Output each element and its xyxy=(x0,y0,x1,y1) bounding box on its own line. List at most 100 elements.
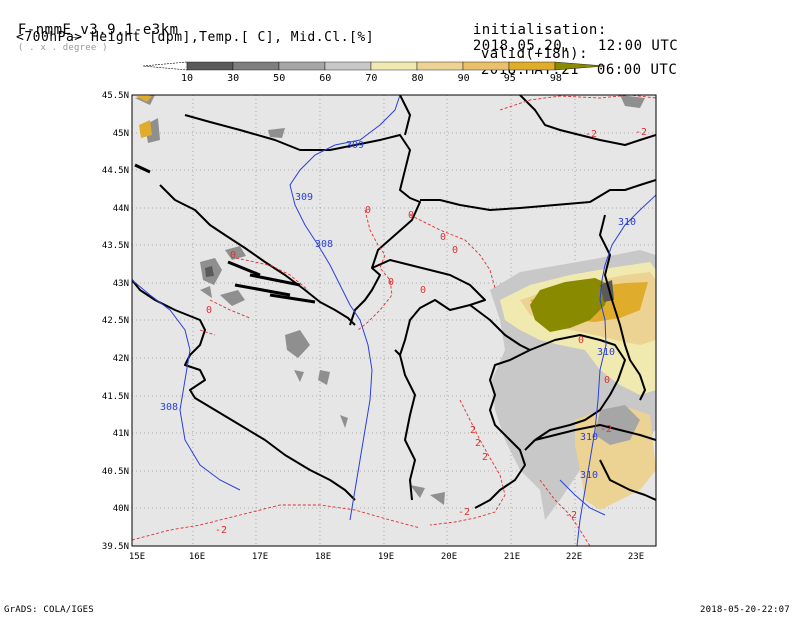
lat-label: 41N xyxy=(113,429,129,439)
lat-label: 39.5N xyxy=(102,542,129,552)
height-label: 310 xyxy=(597,347,615,358)
colorbar-label: 80 xyxy=(411,73,423,84)
plot-frame xyxy=(131,94,657,547)
longitude-labels: 15E 16E 17E 18E 19E 20E 21E 22E 23E xyxy=(129,552,644,562)
init-label: initialisation: xyxy=(472,22,607,38)
lat-label: 42N xyxy=(113,354,129,364)
init-line: initialisation: 2018.05.20. 12:00 UTC xyxy=(455,6,678,54)
model-title: F-nmmE_v3.9.1-e3km ( . x . degree ) xyxy=(0,6,179,54)
greece-coast xyxy=(399,354,416,501)
lon-label: 15E xyxy=(129,552,145,562)
temp-label: 0 xyxy=(206,305,212,316)
footer-credit: GrADS: COLA/IGES xyxy=(4,605,94,615)
colorbar-swatch xyxy=(370,61,418,71)
height-labels: 309 309 308 308 310 310 310 310 xyxy=(160,140,636,481)
height-label: 308 xyxy=(315,239,333,250)
temp-label: 0 xyxy=(440,232,446,243)
lat-label: 43.5N xyxy=(102,241,129,251)
temp-label: -2 xyxy=(215,525,227,536)
subtitle: <700hPa> Height [dpm],Temp.[ C], Mid.Cl.… xyxy=(16,30,375,45)
cloud-area-east-olive xyxy=(530,278,610,332)
colorbar-label: 60 xyxy=(319,73,331,84)
temp-label: -2 xyxy=(458,507,470,518)
temp-label: 0 xyxy=(452,245,458,256)
lon-label: 19E xyxy=(378,552,394,562)
height-label: 308 xyxy=(160,402,178,413)
colorbar-swatch xyxy=(278,61,326,71)
temp-label: 0 xyxy=(604,375,610,386)
temp-label: -2 xyxy=(565,510,577,521)
bulgaria-border xyxy=(599,214,646,401)
colorbar-low-arrow xyxy=(142,61,188,71)
lat-label: 45N xyxy=(113,129,129,139)
colorbar-label: 98 xyxy=(550,73,562,84)
temp-label: -2 xyxy=(600,424,612,435)
colorbar-label: 70 xyxy=(365,73,377,84)
temp-label: 0 xyxy=(388,277,394,288)
colorbar-swatch xyxy=(462,61,510,71)
colorbar-label: 95 xyxy=(504,73,516,84)
temp-label: 0 xyxy=(365,205,371,216)
macedonia-border xyxy=(524,334,626,451)
lon-label: 23E xyxy=(628,552,644,562)
lat-label: 42.5N xyxy=(102,316,129,326)
lon-label: 17E xyxy=(252,552,268,562)
colorbar-swatch xyxy=(186,61,234,71)
temp-label: 0 xyxy=(420,285,426,296)
colorbar: 10 30 50 60 70 80 90 95 98 xyxy=(142,61,606,84)
bosnia-border xyxy=(184,114,421,326)
lon-label: 22E xyxy=(566,552,582,562)
temp-label: 2 xyxy=(470,425,476,436)
east-border xyxy=(599,459,656,501)
height-label: 310 xyxy=(618,217,636,228)
lon-label: 20E xyxy=(441,552,457,562)
lat-label: 44.5N xyxy=(102,166,129,176)
height-contours xyxy=(132,95,656,546)
colorbar-high-arrow xyxy=(554,61,606,71)
temp-label: -2 xyxy=(635,127,647,138)
albania-kosovo-border xyxy=(469,304,531,509)
lat-label: 45.5N xyxy=(102,91,129,101)
lat-label: 44N xyxy=(113,204,129,214)
colorbar-swatch xyxy=(416,61,464,71)
colorbar-swatch xyxy=(324,61,372,71)
lat-label: 43N xyxy=(113,279,129,289)
italy-coast-east xyxy=(132,279,356,501)
temp-label: -2 xyxy=(585,129,597,140)
temp-label: 0 xyxy=(230,250,236,261)
model-name: F-nmmE_v3.9.1-e3km xyxy=(17,22,179,38)
lat-label: 40N xyxy=(113,504,129,514)
colorbar-label: 50 xyxy=(273,73,285,84)
serbia-border xyxy=(399,95,656,211)
colorbar-swatch xyxy=(232,61,280,71)
colorbar-label: 10 xyxy=(181,73,193,84)
croatia-coast xyxy=(159,184,356,326)
valid-label: valid(+18h): xyxy=(480,46,589,62)
grid-note: ( . x . degree ) xyxy=(17,43,108,53)
colorbar-label: 90 xyxy=(458,73,470,84)
lat-label: 41.5N xyxy=(102,392,129,402)
init-value: 2018.05.20. 12:00 UTC xyxy=(472,38,679,54)
lon-label: 18E xyxy=(315,552,331,562)
romania-border xyxy=(519,95,656,146)
cloud-shading xyxy=(135,95,656,520)
temp-label: 0 xyxy=(578,335,584,346)
lon-label: 16E xyxy=(189,552,205,562)
lon-label: 21E xyxy=(504,552,520,562)
temp-label: 0 xyxy=(408,210,414,221)
islands xyxy=(134,163,316,304)
height-label: 310 xyxy=(580,470,598,481)
temp-label: 2 xyxy=(482,452,488,463)
boundaries xyxy=(132,95,656,509)
latitude-labels: 45.5N 45N 44.5N 44N 43.5N 43N 42.5N 42N … xyxy=(102,91,129,552)
height-label: 309 xyxy=(295,192,313,203)
plot-area: 309 309 308 308 310 310 310 310 0 0 0 0 … xyxy=(131,94,657,547)
colorbar-label: 30 xyxy=(227,73,239,84)
greece-border xyxy=(534,424,656,441)
lat-label: 40.5N xyxy=(102,467,129,477)
temp-label: 2 xyxy=(475,438,481,449)
temperature-contours xyxy=(132,95,656,546)
cloud-area-southeast-grey xyxy=(595,405,640,445)
height-label: 309 xyxy=(346,140,364,151)
